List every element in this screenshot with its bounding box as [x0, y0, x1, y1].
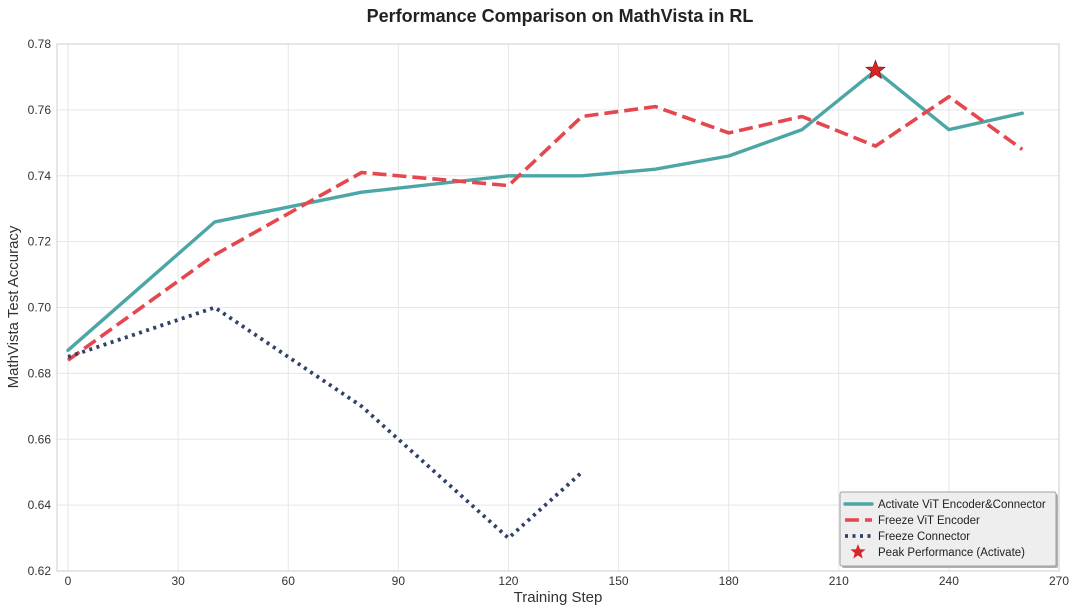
x-tick-label: 180: [719, 574, 739, 588]
x-tick-label: 270: [1049, 574, 1069, 588]
series-line-2: [67, 305, 584, 540]
y-axis-label: MathVista Test Accuracy: [5, 225, 22, 388]
plot-area-frame: [56, 43, 1060, 572]
series-0-group: [66, 68, 1024, 352]
legend: Activate ViT Encoder&Connector Freeze ViT…: [839, 491, 1058, 568]
y-tick-label: 0.68: [28, 366, 52, 380]
x-tick-label: 60: [282, 574, 296, 588]
y-tick-label: 0.76: [28, 103, 52, 117]
y-tick-label: 0.72: [28, 235, 52, 249]
x-tick-label: 30: [171, 574, 185, 588]
x-tick-label: 210: [829, 574, 849, 588]
legend-star-icon: [850, 544, 866, 559]
x-tick-label: 90: [392, 574, 406, 588]
x-tick-label: 120: [498, 574, 518, 588]
y-axis-ticks: 0.62 0.64 0.66 0.68 0.70 0.72 0.74 0.76 0.78: [28, 37, 52, 578]
series-layer: [66, 59, 1024, 540]
y-tick-label: 0.78: [28, 37, 52, 51]
legend-entry-label: Activate ViT Encoder&Connector: [878, 499, 1046, 511]
series-line-1: [66, 94, 1024, 362]
series-line-0: [66, 68, 1024, 352]
y-tick-label: 0.64: [28, 498, 52, 512]
series-2-group: [67, 305, 584, 540]
legend-entry-label: Freeze Connector: [878, 531, 970, 543]
x-axis-label: Training Step: [514, 589, 603, 606]
legend-entry-label: Freeze ViT Encoder: [878, 515, 980, 527]
y-tick-label: 0.66: [28, 432, 52, 446]
x-tick-label: 150: [609, 574, 629, 588]
peak-star-marker: [865, 59, 886, 80]
x-tick-label: 0: [65, 574, 72, 588]
legend-box: [839, 491, 1057, 567]
y-tick-label: 0.74: [28, 169, 52, 183]
y-tick-label: 0.62: [28, 564, 52, 578]
x-axis-ticks: 0 30 60 90 120 150 180 210 240 270: [65, 574, 1070, 588]
chart-title: Performance Comparison on MathVista in R…: [367, 6, 754, 26]
legend-entry-label: Peak Performance (Activate): [878, 547, 1025, 559]
series-1-group: [66, 94, 1024, 362]
x-tick-label: 240: [939, 574, 959, 588]
y-tick-label: 0.70: [28, 301, 52, 315]
